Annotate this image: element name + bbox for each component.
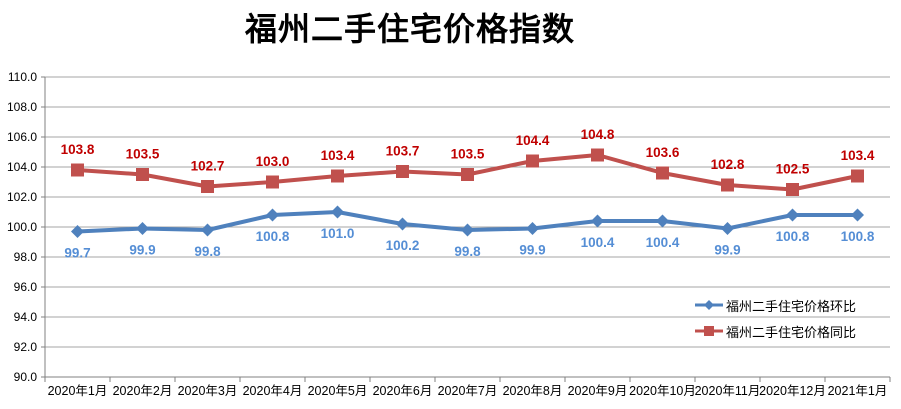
svg-text:2020年3月: 2020年3月: [178, 384, 238, 398]
svg-text:104.4: 104.4: [516, 133, 550, 148]
svg-text:106.0: 106.0: [7, 130, 37, 144]
svg-text:101.0: 101.0: [321, 226, 355, 241]
svg-text:104.0: 104.0: [7, 160, 37, 174]
svg-text:103.5: 103.5: [126, 147, 160, 162]
svg-text:100.8: 100.8: [841, 229, 875, 244]
svg-text:2021年1月: 2021年1月: [828, 384, 888, 398]
chart-title: 福州二手住宅价格指数: [244, 11, 575, 47]
svg-text:100.4: 100.4: [581, 235, 615, 250]
line-square-marker-icon: [695, 326, 723, 336]
svg-text:102.0: 102.0: [7, 190, 37, 204]
svg-text:100.2: 100.2: [386, 238, 420, 253]
series-1: [71, 148, 864, 196]
svg-text:99.9: 99.9: [519, 243, 545, 258]
svg-text:102.7: 102.7: [191, 159, 225, 174]
svg-text:96.0: 96.0: [14, 280, 38, 294]
y-axis-labels: 90.0 92.0 94.0 96.0 98.0 100.0 102.0 104.0 106.0…: [7, 70, 37, 384]
svg-text:103.7: 103.7: [386, 144, 420, 159]
svg-text:2020年7月: 2020年7月: [438, 384, 498, 398]
legend-label-yoy: 福州二手住宅价格同比: [726, 324, 857, 340]
svg-text:104.8: 104.8: [581, 127, 615, 142]
series-1-data-labels: 103.8 103.5 102.7 103.0 103.4 103.7 103.5 104.4…: [61, 127, 875, 177]
svg-text:99.8: 99.8: [454, 244, 481, 259]
svg-text:100.8: 100.8: [256, 229, 290, 244]
svg-text:103.4: 103.4: [841, 148, 875, 163]
svg-text:103.4: 103.4: [321, 148, 355, 163]
svg-text:110.0: 110.0: [8, 70, 37, 84]
legend-item-mom: 福州二手住宅价格环比: [694, 292, 856, 318]
svg-text:90.0: 90.0: [14, 370, 38, 384]
series-0-data-labels: 99.7 99.9 99.8 100.8 101.0 100.2 99.8 99.9 100.4…: [64, 226, 875, 261]
svg-text:2020年10月: 2020年10月: [629, 384, 696, 398]
svg-text:2020年8月: 2020年8月: [503, 384, 563, 398]
svg-text:92.0: 92.0: [14, 340, 38, 354]
svg-text:2020年6月: 2020年6月: [373, 384, 433, 398]
svg-text:100.4: 100.4: [646, 235, 680, 250]
svg-text:99.8: 99.8: [194, 244, 221, 259]
svg-text:2020年5月: 2020年5月: [308, 384, 368, 398]
svg-text:98.0: 98.0: [14, 250, 38, 264]
svg-text:103.0: 103.0: [256, 154, 290, 169]
svg-text:2020年12月: 2020年12月: [759, 384, 826, 398]
svg-text:2020年2月: 2020年2月: [113, 384, 173, 398]
legend-item-yoy: 福州二手住宅价格同比: [694, 318, 856, 344]
x-axis-labels: 2020年1月 2020年2月 2020年3月 2020年4月 2020年5月 2020年…: [48, 384, 888, 398]
svg-text:103.5: 103.5: [451, 147, 485, 162]
svg-text:94.0: 94.0: [14, 310, 38, 324]
svg-text:103.8: 103.8: [61, 142, 95, 157]
gridlines: [45, 76, 890, 348]
series-0: [71, 205, 864, 238]
svg-text:102.8: 102.8: [711, 157, 745, 172]
line-diamond-marker-icon: [695, 300, 723, 310]
svg-text:100.8: 100.8: [776, 229, 810, 244]
legend: 福州二手住宅价格环比 福州二手住宅价格同比: [694, 292, 856, 344]
axes: [41, 76, 891, 382]
svg-text:108.0: 108.0: [7, 100, 37, 114]
svg-text:102.5: 102.5: [776, 162, 810, 177]
svg-text:99.7: 99.7: [64, 246, 90, 261]
legend-label-mom: 福州二手住宅价格环比: [726, 298, 857, 314]
svg-text:2020年9月: 2020年9月: [568, 384, 628, 398]
svg-text:99.9: 99.9: [129, 243, 155, 258]
svg-text:99.9: 99.9: [714, 243, 740, 258]
svg-text:2020年11月: 2020年11月: [695, 384, 761, 398]
svg-text:2020年4月: 2020年4月: [243, 384, 303, 398]
svg-text:100.0: 100.0: [7, 220, 37, 234]
svg-text:103.6: 103.6: [646, 145, 680, 160]
svg-text:2020年1月: 2020年1月: [48, 384, 108, 398]
